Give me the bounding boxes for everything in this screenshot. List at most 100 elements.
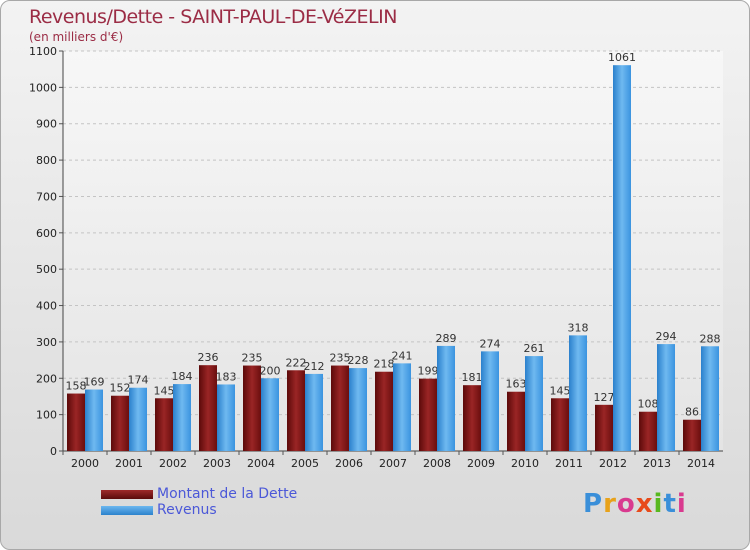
y-tick-label: 900 — [36, 118, 57, 131]
bar-dette — [155, 398, 173, 451]
bar-dette — [551, 398, 569, 451]
data-label: 152 — [110, 382, 131, 395]
bar-revenus — [481, 351, 499, 451]
bar-dette — [375, 371, 393, 451]
y-tick-label: 1100 — [29, 45, 57, 58]
bar-dette — [199, 365, 217, 451]
legend-swatch-dette — [101, 490, 153, 499]
data-label: 289 — [436, 332, 457, 345]
proxiti-logo: Proxiti — [583, 489, 687, 519]
bar-dette — [331, 365, 349, 451]
data-label: 318 — [568, 321, 589, 334]
bar-revenus — [613, 65, 631, 451]
logo-letter: P — [583, 489, 604, 519]
bar-revenus — [393, 363, 411, 451]
logo-letter: o — [616, 489, 636, 519]
x-tick-label: 2000 — [71, 457, 99, 470]
y-tick-label: 600 — [36, 227, 57, 240]
data-label: 174 — [128, 374, 149, 387]
legend-label-dette: Montant de la Dette — [157, 486, 298, 502]
data-label: 235 — [242, 352, 263, 365]
y-tick-label: 100 — [36, 409, 57, 422]
bar-revenus — [569, 335, 587, 451]
legend-swatch-revenus — [101, 506, 153, 515]
data-label: 294 — [656, 330, 677, 343]
data-label: 235 — [330, 352, 351, 365]
bar-dette — [639, 411, 657, 451]
bar-dette — [67, 393, 85, 451]
chart-subtitle: (en milliers d'€) — [29, 30, 124, 44]
bar-revenus — [349, 368, 367, 451]
logo-letter: t — [663, 489, 677, 519]
bar-dette — [683, 419, 701, 451]
data-label: 181 — [462, 371, 483, 384]
x-tick-label: 2004 — [247, 457, 275, 470]
x-tick-label: 2001 — [115, 457, 143, 470]
y-tick-label: 800 — [36, 154, 57, 167]
y-tick-label: 200 — [36, 372, 57, 385]
data-label: 145 — [154, 384, 175, 397]
data-label: 274 — [480, 337, 501, 350]
data-label: 261 — [524, 342, 545, 355]
logo-letter: i — [653, 489, 664, 519]
data-label: 86 — [685, 406, 699, 419]
bar-dette — [111, 395, 129, 451]
data-label: 158 — [66, 380, 87, 393]
bar-dette — [243, 365, 261, 451]
data-label: 199 — [418, 365, 439, 378]
data-label: 228 — [348, 354, 369, 367]
data-label: 163 — [506, 378, 527, 391]
data-label: 169 — [84, 376, 105, 389]
x-tick-label: 2010 — [511, 457, 539, 470]
data-label: 236 — [198, 351, 219, 364]
data-label: 200 — [260, 364, 281, 377]
data-label: 1061 — [608, 51, 636, 64]
bar-dette — [463, 385, 481, 451]
data-label: 184 — [172, 370, 193, 383]
x-tick-label: 2006 — [335, 457, 363, 470]
y-tick-label: 700 — [36, 190, 57, 203]
x-tick-label: 2011 — [555, 457, 583, 470]
bar-revenus — [525, 356, 543, 451]
logo-letter: i — [676, 489, 687, 519]
bar-revenus — [657, 344, 675, 451]
data-label: 145 — [550, 384, 571, 397]
x-tick-label: 2008 — [423, 457, 451, 470]
y-tick-label: 300 — [36, 336, 57, 349]
bar-revenus — [701, 346, 719, 451]
chart-title: Revenus/Dette - SAINT-PAUL-DE-VéZELIN — [29, 6, 397, 28]
y-tick-label: 0 — [50, 445, 57, 458]
data-label: 288 — [700, 332, 721, 345]
data-label: 183 — [216, 370, 237, 383]
bar-revenus — [129, 387, 147, 451]
x-tick-label: 2005 — [291, 457, 319, 470]
data-label: 222 — [286, 356, 307, 369]
data-label: 218 — [374, 358, 395, 371]
x-tick-label: 2014 — [687, 457, 715, 470]
bar-revenus — [437, 345, 455, 451]
y-tick-label: 400 — [36, 300, 57, 313]
x-tick-label: 2007 — [379, 457, 407, 470]
logo-letter: r — [603, 489, 617, 519]
x-tick-label: 2002 — [159, 457, 187, 470]
bar-revenus — [173, 384, 191, 451]
legend-label-revenus: Revenus — [157, 502, 217, 518]
data-label: 212 — [304, 360, 325, 373]
y-tick-label: 1000 — [29, 81, 57, 94]
bar-revenus — [261, 378, 279, 451]
bar-revenus — [85, 389, 103, 451]
data-label: 108 — [638, 398, 659, 411]
bar-dette — [419, 378, 437, 451]
y-tick-label: 500 — [36, 263, 57, 276]
bar-dette — [287, 370, 305, 451]
x-tick-label: 2013 — [643, 457, 671, 470]
bar-dette — [507, 391, 525, 451]
x-tick-label: 2012 — [599, 457, 627, 470]
logo-letter: x — [635, 489, 654, 519]
bar-revenus — [305, 373, 323, 451]
data-label: 127 — [594, 391, 615, 404]
bar-dette — [595, 404, 613, 451]
x-tick-label: 2003 — [203, 457, 231, 470]
